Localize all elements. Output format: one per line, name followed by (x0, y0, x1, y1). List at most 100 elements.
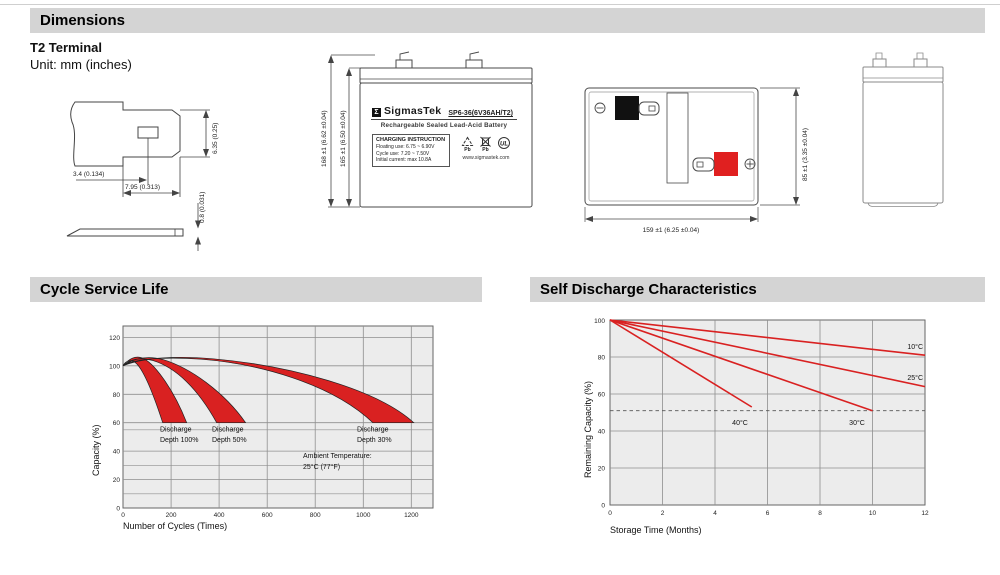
brand-name: SigmasTek (384, 105, 442, 117)
svg-text:0: 0 (116, 506, 120, 513)
svg-text:20: 20 (113, 477, 121, 484)
negative-terminal (615, 96, 639, 120)
svg-text:Depth 50%: Depth 50% (212, 437, 247, 444)
charging-instruction-box: CHARGING INSTRUCTION Floating use: 6.75 … (372, 134, 450, 167)
battery-label-brand-row: Σ SigmasTek SP6-36(6V36AH/T2) (370, 104, 518, 119)
battery-label: Σ SigmasTek SP6-36(6V36AH/T2) Rechargeab… (370, 104, 518, 188)
svg-text:Depth 30%: Depth 30% (357, 437, 392, 444)
svg-text:2: 2 (661, 510, 665, 517)
pb-recycle-icon: Pb (461, 136, 474, 152)
sigmastek-logo-icon: Σ (372, 108, 381, 117)
svg-text:100: 100 (109, 363, 120, 370)
svg-text:100: 100 (594, 318, 605, 325)
cycle-x-tick-labels: 0 200 400 600 800 1000 1200 (121, 512, 419, 519)
unit-note: Unit: mm (inches) (30, 57, 132, 72)
svg-text:8: 8 (818, 510, 822, 517)
charging-floating-use: Floating use: 6.75 ~ 6.90V (376, 144, 435, 150)
self-discharge-series-lines (609, 319, 926, 412)
dim-terminal-tab-width: 6.35 (0.25) (212, 123, 219, 154)
self-discharge-series-labels: 10°C 25°C 40°C 30°C (732, 343, 923, 427)
top-view-center-slot (666, 92, 689, 184)
self-discharge-y-axis-label: Remaining Capacity (%) (583, 381, 593, 478)
section-header-dimensions: Dimensions (30, 8, 985, 33)
terminal-hole (137, 126, 159, 139)
svg-text:1000: 1000 (356, 512, 371, 519)
svg-text:Pb: Pb (482, 147, 488, 152)
svg-text:80: 80 (113, 392, 121, 399)
dimensions-drawing: 3.4 (0.134) 7.95 (0.313) 6.35 (0.25) 0.8… (66, 51, 944, 251)
svg-text:30°C: 30°C (849, 419, 865, 427)
dim-terminal-tab-length: 7.95 (0.313) (125, 184, 160, 191)
ul-mark-icon: UL (498, 137, 510, 149)
svg-text:60: 60 (113, 420, 121, 427)
front-view-drawing (328, 51, 533, 208)
svg-text:Discharge: Discharge (357, 427, 389, 434)
svg-text:0: 0 (121, 512, 125, 519)
svg-text:Ambient Temperature:: Ambient Temperature: (303, 453, 372, 460)
section-header-cycle-service-life: Cycle Service Life (30, 277, 482, 302)
charging-instruction-title: CHARGING INSTRUCTION (376, 137, 446, 143)
svg-text:6: 6 (766, 510, 770, 517)
svg-text:40: 40 (113, 449, 121, 456)
svg-text:10°C: 10°C (907, 343, 923, 351)
svg-text:80: 80 (598, 355, 606, 362)
line-40c (609, 319, 753, 408)
self-discharge-x-tick-labels: 0 2 4 6 8 10 12 (608, 510, 929, 517)
dim-terminal-hole-offset: 3.4 (0.134) (73, 171, 104, 178)
svg-text:40: 40 (598, 429, 606, 436)
svg-text:120: 120 (109, 335, 120, 342)
self-discharge-y-tick-labels: 0 20 40 60 80 100 (594, 318, 605, 510)
terminal-type-block: T2 Terminal Unit: mm (inches) (30, 39, 132, 73)
terminal-detail-drawing (66, 101, 210, 251)
dim-top-width: 85 ±1 (3.35 ±0.04) (802, 128, 809, 181)
cycle-annotations: Discharge Depth 100% Discharge Depth 50%… (160, 427, 392, 472)
svg-text:1200: 1200 (404, 512, 419, 519)
svg-text:800: 800 (310, 512, 321, 519)
svg-text:25°C (77°F): 25°C (77°F) (303, 463, 340, 471)
svg-text:0: 0 (608, 510, 612, 517)
svg-text:Discharge: Discharge (212, 427, 244, 434)
svg-text:0: 0 (601, 503, 605, 510)
model-number: SP6-36(6V36AH/T2) (448, 110, 513, 117)
minus-symbol-icon (594, 102, 606, 114)
svg-text:200: 200 (166, 512, 177, 519)
svg-text:400: 400 (214, 512, 225, 519)
line-30c (609, 319, 873, 412)
side-view-drawing (862, 52, 944, 207)
battery-type-line: Rechargeable Sealed Lead-Acid Battery (371, 119, 517, 129)
svg-text:20: 20 (598, 466, 606, 473)
plus-symbol-icon (744, 158, 756, 170)
cycle-y-axis-label: Capacity (%) (91, 424, 101, 476)
svg-text:12: 12 (921, 510, 929, 517)
section-header-self-discharge: Self Discharge Characteristics (530, 277, 985, 302)
dim-front-case-height: 165 ±1 (6.50 ±0.04) (340, 110, 347, 167)
band-depth-30 (122, 356, 415, 424)
line-10c (609, 319, 926, 356)
svg-text:60: 60 (598, 392, 606, 399)
svg-text:UL: UL (500, 141, 508, 147)
page-top-rule (0, 4, 1000, 5)
svg-text:10: 10 (869, 510, 877, 517)
terminal-type-title: T2 Terminal (30, 40, 103, 55)
svg-text:4: 4 (713, 510, 717, 517)
cycle-x-axis-label: Number of Cycles (Times) (123, 521, 227, 531)
svg-text:40°C: 40°C (732, 419, 748, 427)
dim-front-total-height: 168 ±1 (6.62 ±0.04) (321, 110, 328, 167)
cycle-y-tick-labels: 0 20 40 60 80 100 120 (109, 335, 120, 513)
line-25c (609, 319, 926, 388)
top-view-drawing (584, 87, 800, 222)
svg-text:25°C: 25°C (907, 374, 923, 382)
cycle-discharge-bands (122, 356, 415, 424)
svg-text:Pb: Pb (464, 147, 470, 152)
website-url: www.sigmastek.com (462, 155, 510, 161)
svg-text:Discharge: Discharge (160, 427, 192, 434)
dim-top-length: 159 ±1 (6.25 ±0.04) (643, 227, 700, 234)
charging-cycle-use: Cycle use: 7.20 ~ 7.50V (376, 150, 430, 157)
pb-crossed-bin-icon: Pb (480, 136, 491, 152)
positive-terminal (714, 152, 738, 176)
svg-text:600: 600 (262, 512, 273, 519)
dim-terminal-thickness: 0.8 (0.031) (199, 192, 206, 223)
self-discharge-gridlines (610, 320, 925, 505)
cycle-service-life-chart: 0 20 40 60 80 100 120 0 200 400 600 800 … (91, 325, 434, 531)
